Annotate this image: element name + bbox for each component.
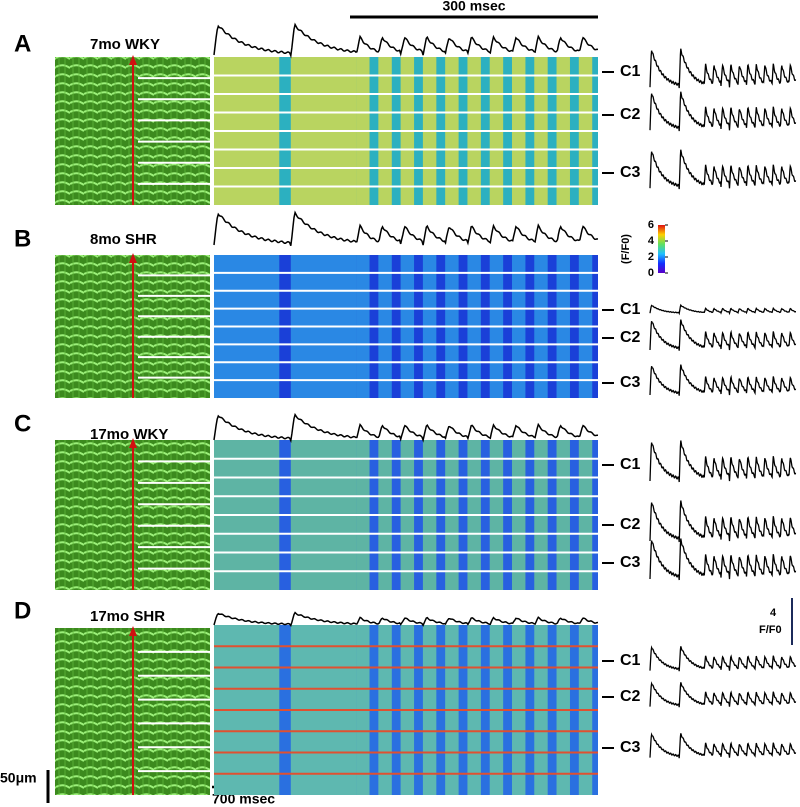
cell-label: C1 bbox=[620, 652, 641, 669]
colorbar-label: (F/F0) bbox=[620, 234, 632, 264]
scale-label: 50μm bbox=[0, 770, 37, 786]
colorbar-tick-label: 6 bbox=[648, 219, 654, 231]
cell-trace bbox=[649, 440, 797, 483]
average-trace bbox=[213, 210, 599, 247]
panel-label: B bbox=[14, 225, 31, 252]
cell-trace bbox=[649, 91, 797, 132]
cell-label: C1 bbox=[620, 63, 641, 80]
average-trace bbox=[213, 412, 599, 444]
panel-title: 8mo SHR bbox=[90, 231, 157, 248]
cell-label: C3 bbox=[620, 164, 641, 181]
cell-trace bbox=[649, 500, 797, 543]
panel-title: 17mo WKY bbox=[90, 426, 168, 443]
scale-label: 300 msec bbox=[442, 0, 505, 14]
cell-label: C2 bbox=[620, 516, 641, 533]
panel-title: 17mo SHR bbox=[90, 608, 165, 625]
cell-label: C2 bbox=[620, 106, 641, 123]
cell-label: C3 bbox=[620, 374, 641, 391]
cell-label: C2 bbox=[620, 688, 641, 705]
average-trace bbox=[213, 22, 599, 59]
cell-trace bbox=[649, 303, 796, 316]
cell-trace bbox=[649, 538, 797, 581]
panel-label: C bbox=[14, 410, 31, 437]
cell-label: C1 bbox=[620, 301, 641, 318]
cell-label: C1 bbox=[620, 456, 641, 473]
colorbar-tick-label: 0 bbox=[648, 267, 654, 279]
cell-label: C2 bbox=[620, 329, 641, 346]
panel-title: 7mo WKY bbox=[90, 36, 160, 53]
scan-arrow bbox=[129, 253, 137, 263]
panel-label: D bbox=[14, 597, 31, 624]
cell-trace bbox=[649, 149, 797, 190]
scale-label: 4 bbox=[770, 607, 777, 619]
cell-label: C3 bbox=[620, 739, 641, 756]
cell-label: C3 bbox=[620, 554, 641, 571]
colorbar-tick-label: 2 bbox=[648, 251, 654, 263]
colorbar bbox=[658, 225, 665, 273]
cell-trace bbox=[649, 48, 797, 89]
scan-arrow bbox=[129, 626, 137, 636]
average-trace bbox=[213, 611, 599, 628]
cell-trace bbox=[649, 732, 797, 759]
scan-arrow bbox=[129, 55, 137, 65]
cell-trace bbox=[649, 681, 797, 708]
panel-label: A bbox=[14, 30, 31, 57]
cell-trace bbox=[649, 319, 797, 351]
cell-trace bbox=[649, 645, 797, 672]
scale-label: F/F0 bbox=[759, 624, 782, 636]
cell-trace bbox=[649, 364, 797, 396]
scan-arrow bbox=[129, 438, 137, 448]
colorbar-tick-label: 4 bbox=[648, 235, 655, 247]
